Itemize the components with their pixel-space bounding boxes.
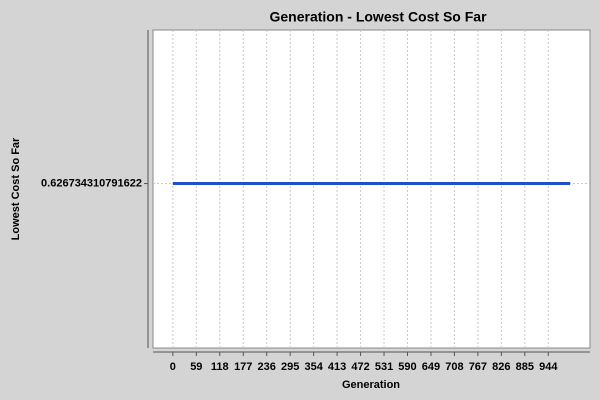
x-tick-label: 944: [539, 361, 558, 373]
x-tick-label: 708: [445, 361, 463, 373]
x-tick-label: 767: [469, 361, 487, 373]
x-tick-label: 649: [422, 361, 440, 373]
y-tick-label: 0.626734310791622: [41, 177, 142, 189]
plot-area: [152, 29, 591, 349]
x-axis-label: Generation: [342, 379, 400, 391]
x-tick-label: 59: [190, 361, 202, 373]
x-tick-label: 177: [234, 361, 252, 373]
chart-title: Generation - Lowest Cost So Far: [269, 9, 487, 25]
x-tick-label: 885: [516, 361, 534, 373]
x-tick-label: 472: [351, 361, 369, 373]
y-axis-label: Lowest Cost So Far: [10, 137, 22, 240]
x-tick-label: 0: [170, 361, 176, 373]
x-tick-label: 295: [281, 361, 299, 373]
x-tick-label: 590: [398, 361, 416, 373]
x-tick-label: 354: [304, 361, 323, 373]
x-tick-label: 118: [211, 361, 229, 373]
x-tick-label: 413: [328, 361, 346, 373]
x-tick-label: 236: [258, 361, 276, 373]
x-tick-label: 826: [492, 361, 510, 373]
x-tick-label: 531: [375, 361, 393, 373]
